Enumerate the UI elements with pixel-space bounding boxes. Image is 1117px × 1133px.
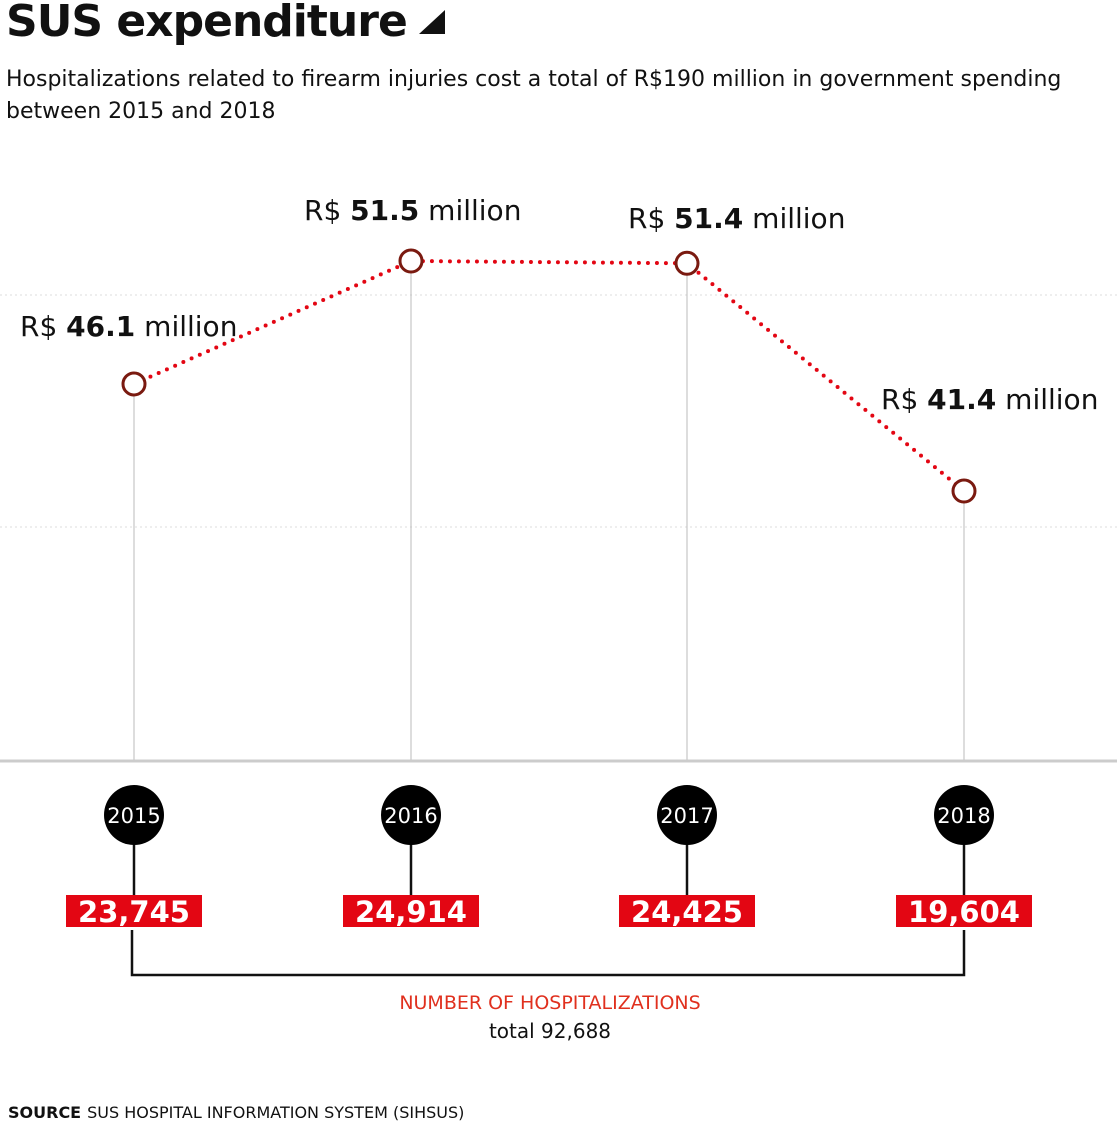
hospitalization-value: 24,425	[631, 895, 743, 929]
year-circle	[104, 785, 164, 845]
year-circle	[381, 785, 441, 845]
hospitalization-value: 23,745	[78, 895, 190, 929]
x-tick-label: 2018	[937, 804, 990, 828]
hospitalization-value: 19,604	[908, 895, 1020, 929]
year-circle	[934, 785, 994, 845]
year-circle	[657, 785, 717, 845]
chart-subtitle: Hospitalizations related to firearm inju…	[6, 67, 1062, 124]
data-label: R$ 46.1 million	[20, 310, 237, 343]
hospitalization-badge	[896, 895, 1032, 927]
data-label: R$ 51.5 million	[304, 194, 521, 227]
series-line	[132, 258, 966, 493]
data-point-2016	[398, 248, 424, 274]
chart: R$ 46.1 million 2015 23,745 R$ 51.5 million…	[0, 194, 1117, 1043]
hospitalization-badge	[343, 895, 479, 927]
total-label: total 92,688	[489, 1019, 611, 1043]
x-tick-label: 2016	[384, 804, 437, 828]
x-tick-label: 2017	[660, 804, 713, 828]
hospitalization-badge	[619, 895, 755, 927]
x-tick-label: 2015	[107, 804, 160, 828]
data-label: R$ 51.4 million	[628, 202, 845, 235]
triangle-icon	[418, 10, 445, 34]
chart-title: SUS expenditure	[6, 0, 445, 47]
data-point-2017	[674, 250, 700, 276]
hospitalization-badge	[66, 895, 202, 927]
bracket	[130, 930, 966, 977]
data-label: R$ 41.4 million	[881, 383, 1098, 416]
data-point-2015	[121, 371, 147, 397]
data-point-2018	[951, 478, 977, 504]
source: SOURCE SUS HOSPITAL INFORMATION SYSTEM (S…	[8, 1103, 465, 1122]
hospitalization-value: 24,914	[355, 895, 467, 929]
hospitalizations-label: NUMBER OF HOSPITALIZATIONS	[399, 992, 700, 1014]
